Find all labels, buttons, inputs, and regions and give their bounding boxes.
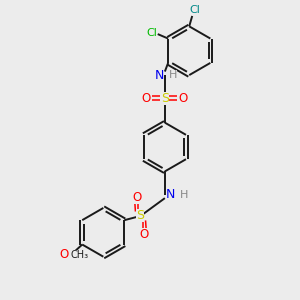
Text: N: N xyxy=(155,69,164,82)
Text: S: S xyxy=(136,209,145,223)
Text: S: S xyxy=(161,92,169,105)
Text: O: O xyxy=(179,92,188,105)
Text: CH₃: CH₃ xyxy=(70,250,88,260)
Text: H: H xyxy=(180,190,188,200)
Text: Cl: Cl xyxy=(146,28,157,38)
Text: O: O xyxy=(60,248,69,261)
Text: O: O xyxy=(140,228,149,241)
Text: N: N xyxy=(166,188,175,201)
Text: O: O xyxy=(142,92,151,105)
Text: O: O xyxy=(132,191,142,204)
Text: H: H xyxy=(169,70,177,80)
Text: Cl: Cl xyxy=(190,5,201,15)
